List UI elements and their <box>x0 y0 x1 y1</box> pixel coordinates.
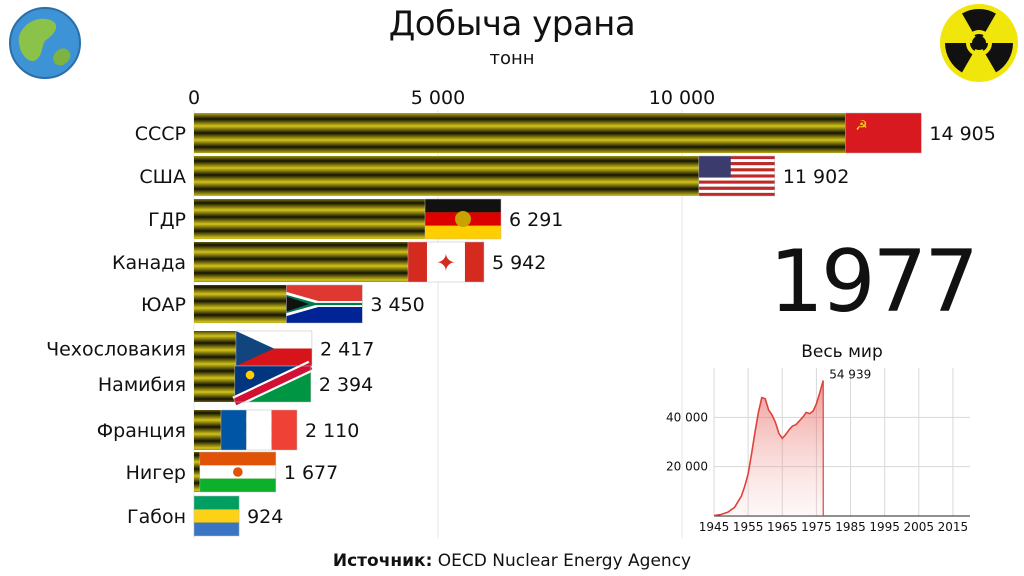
radiation-icon <box>940 4 1018 82</box>
bar-row: Нигер 1 677 <box>126 451 338 493</box>
category-label: Намибия <box>98 374 186 396</box>
usa-flag-icon <box>698 155 776 197</box>
category-label: США <box>139 166 186 188</box>
ussr-flag-icon: ☭ <box>845 112 922 154</box>
bar-row: Чехословакия 2 417 <box>46 330 374 367</box>
bar <box>194 113 922 153</box>
category-label: ГДР <box>148 209 186 231</box>
category-label: ЮАР <box>141 294 186 316</box>
niger-flag-icon <box>199 451 277 493</box>
bar-row: США 11 902 <box>139 155 849 197</box>
namibia-flag-icon <box>232 360 314 408</box>
category-label: Чехословакия <box>46 339 186 361</box>
category-label: Канада <box>112 252 186 274</box>
source-label: Источник: <box>332 551 433 571</box>
source-line: Источник: OECD Nuclear Energy Agency <box>0 551 1024 571</box>
world-chart-title: Весь мир <box>801 342 883 362</box>
canada-flag-icon: ✦ <box>407 241 485 283</box>
value-label: 2 394 <box>319 374 373 396</box>
bar-row: ✦ Канада 5 942 <box>112 241 546 283</box>
x-tick-label: 10 000 <box>649 87 715 109</box>
world-x-tick-label: 1955 <box>733 520 764 534</box>
source-text: OECD Nuclear Energy Agency <box>437 551 692 571</box>
bar-row: ☭ СССР 14 905 <box>135 112 996 154</box>
czechoslovakia-flag-icon <box>235 330 313 367</box>
value-label: 14 905 <box>929 123 995 145</box>
bar-row: Намибия 2 394 <box>98 360 373 408</box>
world-x-tick-label: 2015 <box>938 520 969 534</box>
svg-text:☭: ☭ <box>855 118 868 134</box>
value-label: 2 110 <box>305 420 359 442</box>
value-label: 2 417 <box>320 339 374 361</box>
value-label: 5 942 <box>492 252 546 274</box>
bar-row: Габон 924 <box>127 495 283 537</box>
value-label: 6 291 <box>509 209 563 231</box>
world-x-tick-label: 1975 <box>801 520 832 534</box>
bar-row: Франция 2 110 <box>97 409 359 451</box>
world-x-tick-label: 1945 <box>699 520 730 534</box>
world-area-fill <box>714 380 824 516</box>
gabon-flag-icon <box>193 495 240 537</box>
value-label: 3 450 <box>370 294 424 316</box>
svg-text:✦: ✦ <box>436 249 456 277</box>
value-label: 924 <box>247 506 283 528</box>
category-label: Франция <box>97 420 186 442</box>
globe-icon <box>9 7 81 79</box>
chart-subtitle: тонн <box>489 48 535 69</box>
world-end-value-label: 54 939 <box>829 367 871 381</box>
category-label: СССР <box>135 123 186 145</box>
x-tick-label: 5 000 <box>411 87 465 109</box>
bar <box>194 156 775 196</box>
france-flag-icon <box>220 409 298 451</box>
world-series-line <box>713 380 824 517</box>
gdr-flag-icon <box>424 198 502 240</box>
category-label: Габон <box>127 506 186 528</box>
value-label: 1 677 <box>284 462 338 484</box>
world-x-tick-label: 1985 <box>835 520 866 534</box>
world-x-tick-label: 1965 <box>767 520 798 534</box>
south-africa-flag-icon <box>286 284 363 324</box>
x-tick-label: 0 <box>188 87 200 109</box>
world-x-tick-label: 2005 <box>904 520 935 534</box>
category-label: Нигер <box>126 462 186 484</box>
world-y-tick-label: 40 000 <box>666 410 708 424</box>
year-label: 1977 <box>769 232 979 332</box>
bar-row: ЮАР 3 450 <box>141 284 425 324</box>
value-label: 11 902 <box>783 166 849 188</box>
bar-row: ГДР 6 291 <box>148 198 563 240</box>
chart-title: Добыча урана <box>388 4 636 44</box>
world-x-tick-label: 1995 <box>869 520 900 534</box>
world-y-tick-label: 20 000 <box>666 460 708 474</box>
